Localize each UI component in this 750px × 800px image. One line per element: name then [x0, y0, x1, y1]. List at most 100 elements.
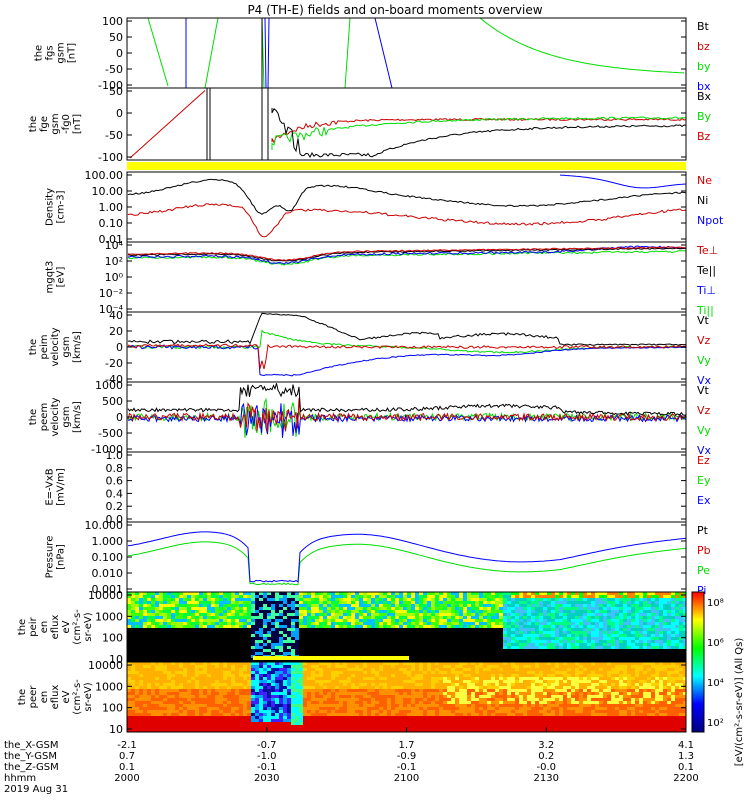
spectrogram-cell — [439, 704, 443, 707]
spectrogram-cell — [435, 619, 439, 622]
spectrogram-cell — [303, 595, 307, 598]
y-axis-label-line: velocity — [50, 327, 61, 366]
spectrogram-cell — [459, 668, 463, 671]
spectrogram-cell — [603, 619, 607, 622]
panel-peim_velocity: 40200-20-40thepeimvelocitygsm[km/s]VtVzV… — [28, 309, 712, 387]
spectrogram-cell — [491, 692, 495, 695]
spectrogram-cell — [151, 728, 155, 731]
spectrogram-cell — [127, 713, 131, 716]
spectrogram-cell — [503, 725, 507, 728]
spectrogram-cell — [415, 598, 419, 601]
spectrogram-cell — [195, 701, 199, 704]
spectrogram-cell — [523, 640, 527, 643]
spectrogram-cell — [259, 607, 263, 610]
spectrogram-cell — [535, 677, 539, 680]
spectrogram-cell — [491, 701, 495, 704]
spectrogram-cell — [555, 637, 559, 640]
spectrogram-cell — [375, 701, 379, 704]
spectrogram-cell — [487, 701, 491, 704]
spectrogram-cell — [195, 601, 199, 604]
spectrogram-cell — [431, 671, 435, 674]
spectrogram-cell — [527, 719, 531, 722]
spectrogram-cell — [299, 604, 303, 607]
spectrogram-cell — [263, 713, 267, 716]
spectrogram-cell — [363, 680, 367, 683]
spectrogram-cell — [363, 607, 367, 610]
spectrogram-cell — [267, 695, 271, 698]
spectrogram-cell — [351, 619, 355, 622]
spectrogram-cell — [207, 695, 211, 698]
spectrogram-cell — [171, 616, 175, 619]
spectrogram-cell — [295, 701, 299, 704]
spectrogram-cell — [475, 613, 479, 616]
spectrogram-cell — [459, 692, 463, 695]
spectrogram-cell — [387, 692, 391, 695]
spectrogram-cell — [139, 625, 143, 628]
spectrogram-cell — [155, 595, 159, 598]
spectrogram-cell — [151, 695, 155, 698]
spectrogram-cell — [483, 695, 487, 698]
spectrogram-cell — [355, 728, 359, 731]
spectrogram-cell — [223, 710, 227, 713]
spectrogram-cell — [431, 725, 435, 728]
spectrogram-cell — [319, 625, 323, 628]
spectrogram-cell — [399, 665, 403, 668]
spectrogram-cell — [455, 674, 459, 677]
spectrogram-cell — [151, 719, 155, 722]
spectrogram-cell — [167, 701, 171, 704]
spectrogram-cell — [279, 643, 283, 646]
spectrogram-cell — [275, 646, 279, 649]
spectrogram-cell — [343, 607, 347, 610]
spectrogram-cell — [395, 713, 399, 716]
y-axis-label: thefgegsm-fg0[nT] — [28, 113, 83, 134]
spectrogram-cell — [159, 686, 163, 689]
spectrogram-cell — [247, 692, 251, 695]
spectrogram-cell — [639, 631, 643, 634]
spectrogram-cell — [623, 622, 627, 625]
spectrogram-cell — [603, 598, 607, 601]
spectrogram-cell — [487, 598, 491, 601]
spectrogram-cell — [351, 598, 355, 601]
y-tick-label: 100 — [102, 632, 123, 645]
spectrogram-cell — [579, 598, 583, 601]
spectrogram-cell — [251, 595, 255, 598]
spectrogram-cell — [339, 716, 343, 719]
spectrogram-cell — [331, 662, 335, 665]
spectrogram-cell — [319, 607, 323, 610]
spectrogram-cell — [315, 607, 319, 610]
spectrogram-cell — [403, 713, 407, 716]
spectrogram-cell — [371, 698, 375, 701]
spectrogram-cell — [527, 604, 531, 607]
spectrogram-cell — [235, 698, 239, 701]
spectrogram-cell — [431, 625, 435, 628]
spectrogram-cell — [675, 646, 679, 649]
y-axis-label-line: gsm — [61, 336, 72, 357]
spectrogram-cell — [191, 604, 195, 607]
spectrogram-cell — [507, 701, 511, 704]
spectrogram-cell — [303, 671, 307, 674]
spectrogram-cell — [559, 634, 563, 637]
spectrogram-cell — [291, 616, 295, 619]
spectrogram-cell — [367, 710, 371, 713]
spectrogram-cell — [391, 677, 395, 680]
spectrogram-cell — [631, 625, 635, 628]
spectrogram-cell — [127, 601, 131, 604]
spectrogram-cell — [435, 686, 439, 689]
spectrogram-cell — [583, 634, 587, 637]
spectrogram-cell — [639, 595, 643, 598]
y-tick-label: 10.00 — [92, 185, 124, 198]
spectrogram-cell — [207, 725, 211, 728]
spectrogram-cell — [279, 613, 283, 616]
spectrogram-cell — [291, 713, 295, 716]
spectrogram-cell — [563, 671, 567, 674]
spectrogram-cell — [171, 607, 175, 610]
spectrogram-cell — [547, 719, 551, 722]
spectrogram-cell — [631, 592, 635, 595]
spectrogram-cell — [335, 662, 339, 665]
spectrogram-cell — [455, 722, 459, 725]
spectrogram-cell — [127, 722, 131, 725]
spectrogram-cell — [151, 713, 155, 716]
spectrogram-cell — [459, 622, 463, 625]
spectrogram-cell — [655, 592, 659, 595]
spectrogram-cell — [291, 619, 295, 622]
